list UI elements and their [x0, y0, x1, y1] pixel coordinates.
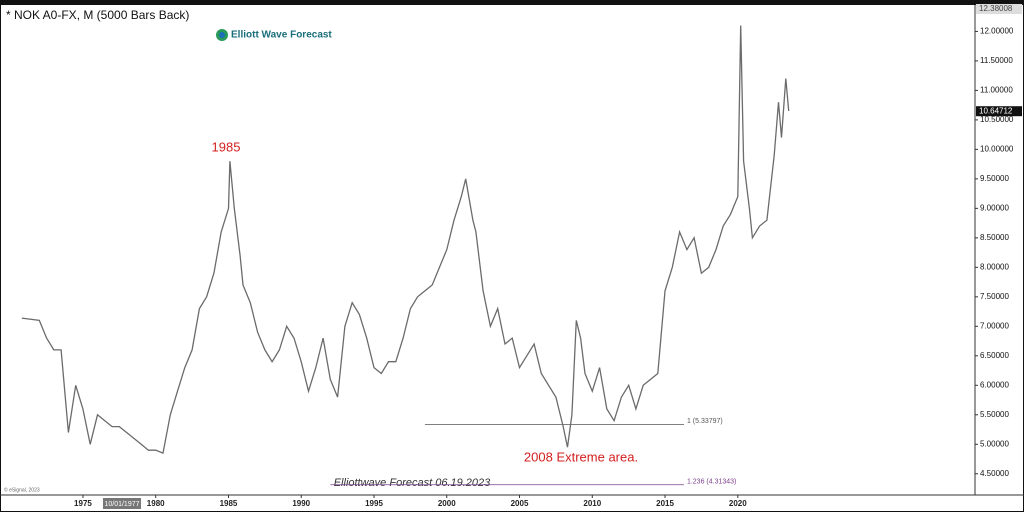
y-tick-label: 10.50000 [980, 115, 1014, 124]
brand: Elliott Wave Forecast [231, 30, 332, 41]
y-tick-label: 6.00000 [980, 380, 1009, 389]
x-tick-label: 2005 [511, 499, 529, 508]
y-tick-label: 7.00000 [980, 321, 1009, 330]
y-tick-label: 5.50000 [980, 410, 1009, 419]
annotation: 2008 Extreme area. [524, 449, 638, 464]
x-tick-label: 2010 [583, 499, 601, 508]
watermark: Elliottwave Forecast 06.19.2023 [334, 477, 491, 489]
top-strip [0, 0, 1024, 5]
annotation: 1985 [212, 139, 241, 154]
fib-label: 1.236 (4.31343) [687, 479, 736, 486]
x-tick-label: 2015 [656, 499, 674, 508]
x-tick-label: 1985 [220, 499, 238, 508]
y-tick-label: 9.50000 [980, 174, 1009, 183]
x-tick-label: 1990 [292, 499, 310, 508]
cursor-box [103, 498, 141, 509]
x-tick-label: 1980 [147, 499, 165, 508]
price-tag-box [976, 4, 1022, 14]
chart-title: * NOK A0-FX, M (5000 Bars Back) [6, 8, 189, 22]
cursor-date: 10/01/1977 [104, 501, 139, 508]
price-tag: 12.38008 [979, 4, 1013, 13]
y-tick-label: 6.50000 [980, 351, 1009, 360]
price-tag: 10.64712 [979, 106, 1013, 115]
y-tick-label: 8.50000 [980, 233, 1009, 242]
x-tick-label: 2000 [438, 499, 456, 508]
y-tick-label: 11.00000 [980, 86, 1013, 95]
price-line [21, 25, 790, 454]
y-tick-label: 12.00000 [980, 27, 1014, 36]
price-tag-box [976, 106, 1022, 117]
y-tick-label: 9.00000 [980, 203, 1009, 212]
y-tick-label: 11.50000 [980, 56, 1013, 65]
y-tick-label: 5.00000 [980, 439, 1009, 448]
fib-label: 1 (5.33797) [687, 418, 723, 425]
logo-icon-inner [219, 32, 225, 38]
x-tick-label: 1975 [74, 499, 92, 508]
y-tick-label: 10.00000 [980, 144, 1014, 153]
y-tick-label: 4.50000 [980, 469, 1009, 478]
y-tick-label: 8.00000 [980, 262, 1009, 271]
x-tick-label: 2020 [729, 499, 747, 508]
copyright: © eSignal, 2023 [4, 486, 40, 493]
y-tick-label: 7.50000 [980, 292, 1009, 301]
x-tick-label: 1995 [365, 499, 383, 508]
